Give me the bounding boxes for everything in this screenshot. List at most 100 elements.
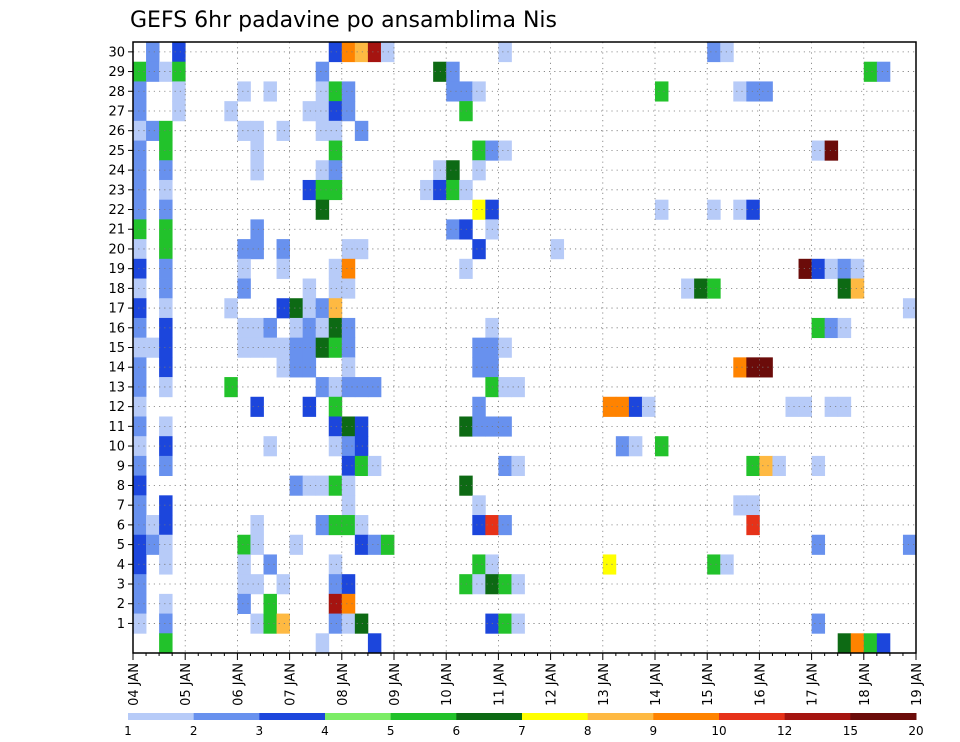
heatmap-cell: [863, 61, 878, 82]
heatmap-cell: [341, 515, 356, 536]
x-tick-label: 19 JAN: [910, 663, 925, 706]
heatmap-cell: [315, 61, 330, 82]
heatmap-cell: [811, 613, 826, 634]
heatmap-cell: [420, 179, 434, 201]
colorbar-label: 12: [777, 724, 792, 738]
heatmap-cell: [302, 278, 317, 299]
heatmap-cell: [237, 258, 251, 279]
heatmap-cell: [602, 396, 617, 417]
heatmap-cell: [328, 42, 343, 63]
heatmap-cell: [498, 140, 512, 161]
heatmap-cell: [302, 298, 317, 319]
heatmap-cell: [837, 633, 852, 654]
heatmap-cell: [811, 317, 826, 339]
heatmap-cell: [733, 81, 747, 102]
heatmap-cell: [263, 593, 277, 614]
colorbar-label: 7: [518, 724, 526, 738]
colorbar-label: 3: [256, 724, 264, 738]
heatmap-cell: [133, 61, 147, 82]
heatmap-cell: [315, 199, 330, 220]
heatmap-cell: [746, 81, 760, 102]
heatmap-cell: [250, 613, 264, 634]
heatmap-cell: [850, 278, 865, 299]
heatmap-cell: [159, 298, 173, 319]
heatmap-cell: [354, 377, 369, 398]
y-tick-label: 10: [108, 440, 125, 455]
heatmap-cell: [133, 613, 147, 634]
heatmap-cell: [367, 377, 382, 398]
x-tick-label: 14 JAN: [649, 663, 664, 706]
grid-lines: [133, 42, 916, 653]
y-tick-label: 14: [108, 361, 125, 376]
heatmap-cell: [328, 377, 343, 398]
colorbar-swatch: [653, 713, 720, 720]
heatmap-cell: [315, 377, 330, 398]
heatmap-cell: [341, 278, 356, 299]
heatmap-cell: [328, 179, 343, 201]
heatmap-cell: [159, 613, 173, 634]
heatmap-cell: [159, 160, 173, 181]
y-tick-label: 17: [108, 302, 125, 317]
heatmap-cell: [133, 593, 147, 614]
heatmap-cell: [159, 495, 173, 516]
y-tick-label: 7: [117, 499, 125, 514]
heatmap-cell: [263, 81, 277, 102]
heatmap-cell: [341, 416, 356, 437]
heatmap-cell: [289, 357, 304, 378]
heatmap-cell: [798, 396, 812, 417]
y-tick-label: 12: [108, 400, 125, 415]
heatmap-cell: [341, 81, 356, 102]
heatmap-cell: [328, 258, 343, 279]
heatmap-cell: [315, 317, 330, 339]
heatmap-cell: [472, 495, 486, 516]
heatmap-cell: [472, 396, 486, 417]
heatmap-cell: [328, 81, 343, 102]
heatmap-cell: [315, 633, 330, 654]
colorbar-label: 20: [908, 724, 923, 738]
heatmap-cell: [837, 396, 852, 417]
y-tick-label: 5: [117, 538, 125, 553]
heatmap-cell: [159, 179, 173, 201]
heatmap-cell: [224, 377, 238, 398]
heatmap-cell: [237, 554, 251, 575]
colorbar-swatch: [325, 713, 392, 720]
heatmap-cell: [655, 199, 669, 220]
x-tick-label: 11 JAN: [492, 663, 507, 706]
heatmap-cell: [824, 317, 839, 339]
heatmap-cell: [328, 574, 343, 595]
y-tick-label: 21: [108, 223, 125, 238]
heatmap-cell: [772, 455, 786, 477]
x-tick-label: 12 JAN: [545, 663, 560, 706]
heatmap-cell: [811, 455, 826, 477]
heatmap-cell: [354, 515, 369, 536]
heatmap-cell: [498, 455, 512, 477]
heatmap-cell: [341, 593, 356, 614]
heatmap-cell: [263, 337, 277, 358]
heatmap-cell: [224, 298, 238, 319]
heatmap-cell: [159, 515, 173, 536]
heatmap-cell: [472, 574, 486, 595]
heatmap-cell: [863, 633, 878, 654]
heatmap-cell: [133, 258, 147, 279]
y-tick-label: 8: [117, 479, 125, 494]
heatmap-cell: [328, 317, 343, 339]
heatmap-cell: [707, 199, 721, 220]
x-tick-label: 08 JAN: [336, 663, 351, 706]
y-tick-label: 30: [108, 45, 125, 60]
heatmap-cell: [328, 554, 343, 575]
heatmap-cell: [341, 42, 356, 63]
heatmap-cell: [498, 337, 512, 358]
heatmap-cell: [289, 534, 304, 555]
heatmap-cell: [133, 160, 147, 181]
heatmap-cell: [850, 258, 865, 279]
heatmap-cell: [133, 179, 147, 201]
heatmap-cell: [159, 140, 173, 161]
colorbar-swatch: [456, 713, 523, 720]
heatmap-cell: [498, 377, 512, 398]
heatmap-cell: [315, 101, 330, 122]
heatmap-cell: [707, 42, 721, 63]
heatmap-cell: [302, 357, 317, 378]
heatmap-cell: [446, 81, 460, 102]
heatmap-cell: [159, 554, 173, 575]
heatmap-cell: [237, 337, 251, 358]
